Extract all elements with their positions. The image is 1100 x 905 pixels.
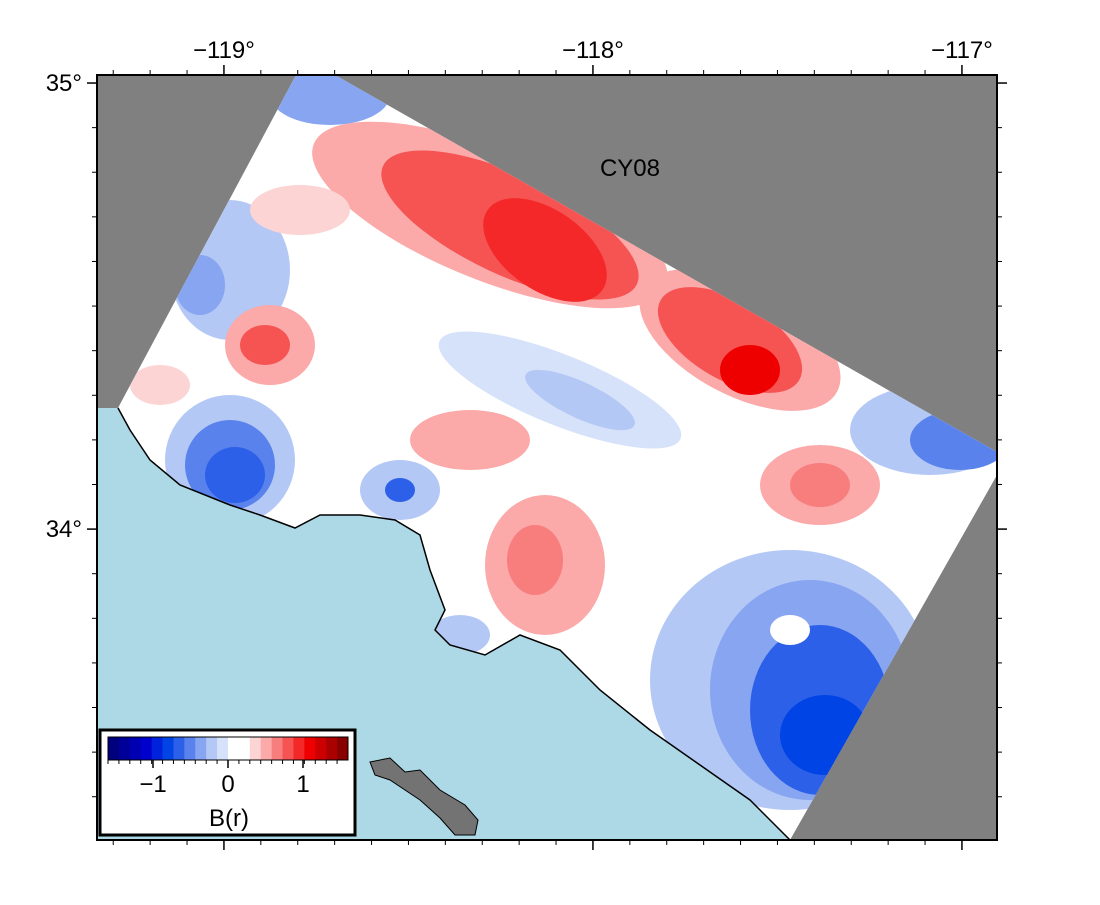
colorbar-swatch	[173, 737, 185, 760]
y-tick-label: 35°	[46, 70, 82, 97]
y-tick-label: 34°	[46, 516, 82, 543]
contour	[507, 525, 563, 595]
contour	[240, 325, 290, 365]
colorbar-swatch	[260, 737, 273, 760]
contour	[130, 365, 190, 405]
colorbar-swatch	[304, 737, 316, 760]
contour	[410, 410, 530, 470]
colorbar-swatch	[151, 737, 164, 760]
contour	[205, 447, 265, 503]
contour	[720, 345, 780, 395]
colorbar-label: B(r)	[209, 805, 249, 832]
colorbar-swatch	[282, 737, 294, 760]
colorbar-swatch	[315, 737, 327, 760]
colorbar-swatch	[140, 737, 153, 760]
colorbar-swatch	[129, 737, 142, 760]
island	[369, 757, 479, 836]
contour	[790, 463, 850, 507]
contour	[770, 615, 810, 645]
colorbar-swatch	[217, 737, 229, 760]
colorbar-swatch	[293, 737, 305, 760]
contour	[385, 478, 415, 502]
contour	[250, 185, 350, 235]
colorbar-swatch	[337, 737, 349, 760]
colorbar-swatch	[238, 737, 251, 760]
contour	[483, 198, 607, 302]
colorbar-swatch	[118, 737, 131, 760]
colorbar-tick-label: 1	[296, 771, 309, 798]
colorbar-swatch	[271, 737, 284, 760]
frame	[96, 74, 998, 841]
colorbar-swatch	[162, 737, 174, 760]
colorbar-swatch	[195, 737, 207, 760]
colorbar-swatch	[326, 737, 338, 760]
colorbar-swatch	[108, 737, 120, 760]
colorbar-tick-label: 0	[221, 771, 234, 798]
colorbar-swatch	[228, 737, 240, 760]
colorbar-tick-label: −1	[139, 771, 166, 798]
colorbar: −1 0 1	[107, 736, 349, 798]
contour	[525, 369, 635, 431]
colorbar-swatch	[184, 737, 196, 760]
colorbar-swatch	[206, 737, 218, 760]
x-tick-label: −119°	[193, 37, 255, 64]
coastline	[117, 407, 791, 841]
x-tick-label: −117°	[931, 37, 993, 64]
colorbar-swatch	[249, 737, 262, 760]
x-tick-label: −118°	[562, 37, 624, 64]
model-label: CY08	[600, 155, 660, 182]
